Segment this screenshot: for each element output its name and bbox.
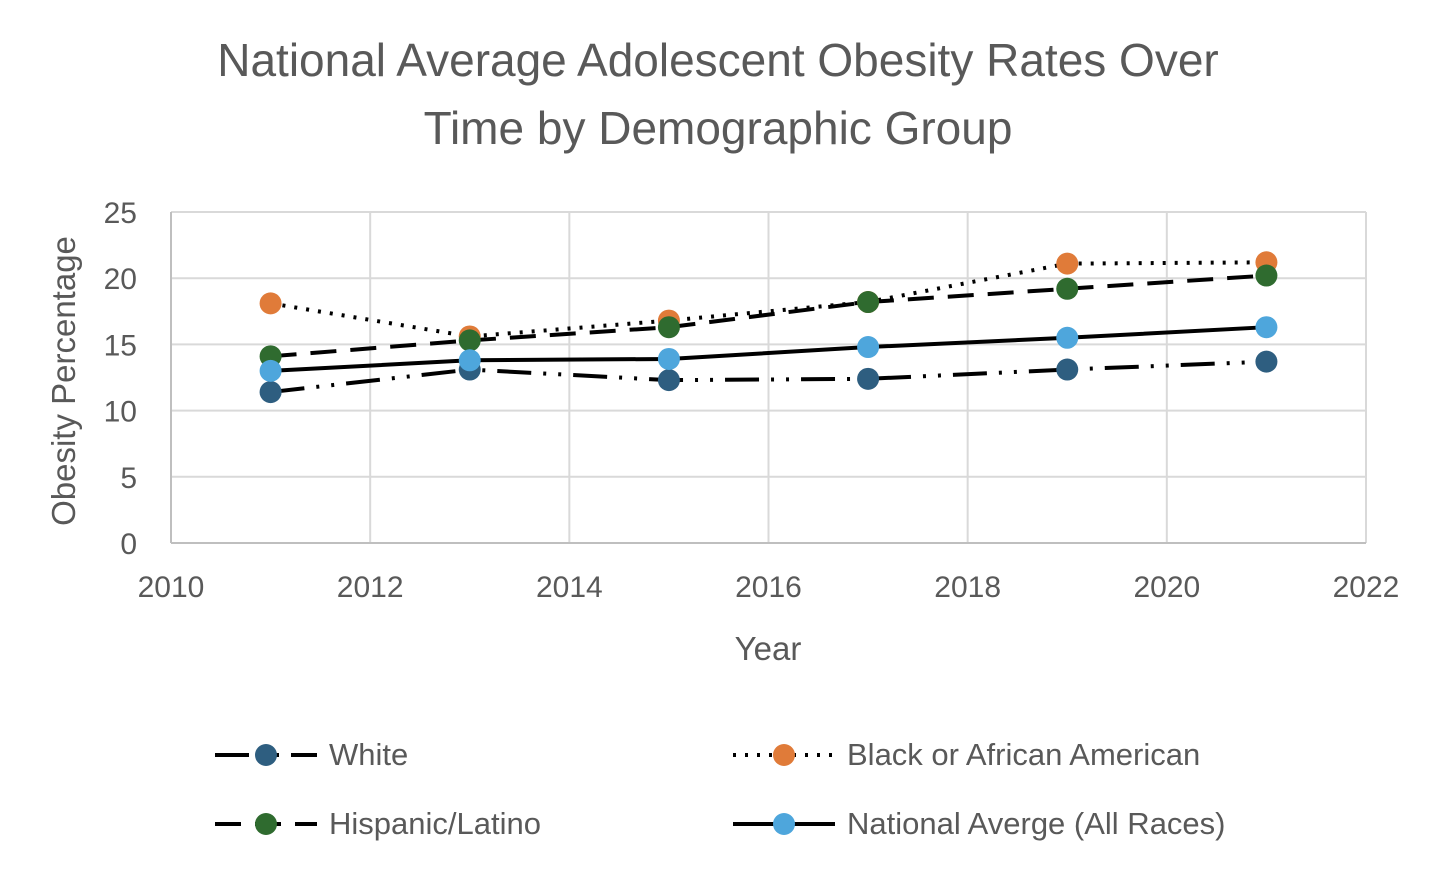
data-point-hispanic-latino xyxy=(1056,277,1079,300)
y-tick-label: 10 xyxy=(104,396,137,429)
legend-marker xyxy=(255,813,277,835)
gridlines xyxy=(170,211,1367,544)
x-tick-label: 2014 xyxy=(536,571,603,604)
data-point-white xyxy=(259,381,282,404)
legend-label: Hispanic/Latino xyxy=(329,806,541,841)
legend-label: Black or African American xyxy=(847,737,1200,772)
data-point-black-or-african-american xyxy=(1056,252,1079,275)
series-line-hispanic-latino xyxy=(270,273,1267,359)
data-point-white xyxy=(657,369,680,392)
data-point-hispanic-latino xyxy=(458,329,481,352)
data-point-white xyxy=(857,367,880,390)
legend-marker xyxy=(255,744,277,766)
data-point-white xyxy=(1056,358,1079,381)
x-tick-label: 2022 xyxy=(1333,571,1400,604)
y-tick-label: 5 xyxy=(120,462,137,495)
x-tick-label: 2010 xyxy=(138,571,205,604)
series-line-black-or-african-american xyxy=(270,260,1267,339)
legend-label: White xyxy=(329,737,408,772)
y-axis-title: Obesity Percentage xyxy=(45,236,82,526)
chart-title-line-1: National Average Adolescent Obesity Rate… xyxy=(217,34,1219,86)
legend-item-hispanic-latino: Hispanic/Latino xyxy=(215,806,541,841)
y-tick-label: 15 xyxy=(104,329,137,362)
data-point-national-averge-all-races xyxy=(1255,316,1278,339)
legend-item-black-or-african-american: Black or African American xyxy=(733,737,1200,772)
legend-item-national-averge-all-races: National Averge (All Races) xyxy=(733,806,1226,841)
chart-title-line-2: Time by Demographic Group xyxy=(424,102,1013,154)
data-points xyxy=(259,251,1278,404)
data-point-national-averge-all-races xyxy=(857,336,880,359)
data-point-white xyxy=(1255,350,1278,373)
data-point-national-averge-all-races xyxy=(657,347,680,370)
legend-marker xyxy=(773,813,795,835)
y-tick-label: 25 xyxy=(104,197,137,230)
x-tick-label: 2016 xyxy=(735,571,802,604)
x-axis-title: Year xyxy=(735,630,802,667)
data-point-black-or-african-american xyxy=(259,292,282,315)
data-point-hispanic-latino xyxy=(1255,264,1278,287)
series-line-white xyxy=(270,359,1267,395)
y-tick-label: 20 xyxy=(104,263,137,296)
data-point-national-averge-all-races xyxy=(458,349,481,372)
series-lines xyxy=(270,260,1267,395)
data-point-hispanic-latino xyxy=(657,316,680,339)
legend-item-white: White xyxy=(215,737,408,772)
legend-label: National Averge (All Races) xyxy=(847,806,1226,841)
y-tick-label: 0 xyxy=(120,528,137,561)
data-point-national-averge-all-races xyxy=(1056,326,1079,349)
legend: White Black or African American Hispanic/L… xyxy=(215,737,1226,841)
axis-ticks: 0 5 10 15 20 25 2010 2012 2014 2016 2018 2020 2022 xyxy=(104,197,1400,604)
x-tick-label: 2020 xyxy=(1133,571,1200,604)
data-point-hispanic-latino xyxy=(857,291,880,314)
x-tick-label: 2018 xyxy=(934,571,1001,604)
legend-marker xyxy=(773,744,795,766)
x-tick-label: 2012 xyxy=(337,571,404,604)
series-line-national-averge-all-races xyxy=(270,325,1267,373)
data-point-national-averge-all-races xyxy=(259,359,282,382)
